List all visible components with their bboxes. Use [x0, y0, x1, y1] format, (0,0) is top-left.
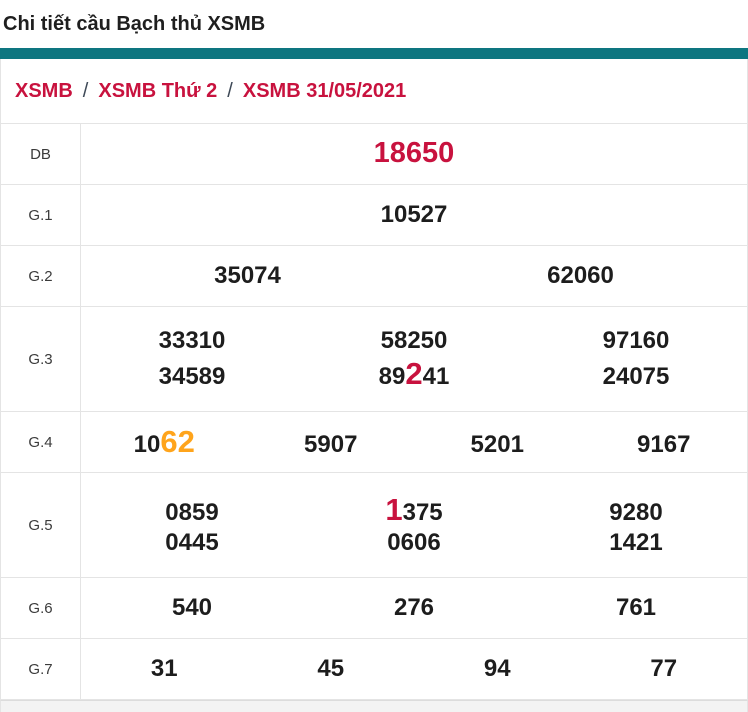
prize-label: G.7 — [1, 639, 81, 699]
prize-number: 77 — [650, 654, 678, 682]
breadcrumb-link[interactable]: XSMB — [15, 79, 73, 102]
prize-number: 58250 — [380, 326, 448, 354]
results-table: DB 18650 G.1 10527 G.2 35074 62060 G.3 33310 5825… — [1, 124, 747, 700]
prize-number: 89241 — [378, 356, 450, 391]
prize-number: 9280 — [609, 498, 663, 526]
prize-number: 0606 — [387, 529, 441, 556]
table-row: G.5 0859 1375 9280 0445 0606 1421 — [1, 473, 747, 578]
prize-number: 1375 — [385, 491, 443, 527]
prize-number: 24075 — [602, 363, 670, 390]
table-row: G.2 35074 62060 — [1, 246, 747, 307]
prize-number: 45 — [317, 654, 345, 682]
breadcrumb-link[interactable]: XSMB Thứ 2 — [98, 79, 218, 102]
prize-number: 0445 — [165, 529, 219, 556]
prize-number: 5201 — [470, 430, 524, 458]
prize-number: 5907 — [304, 430, 358, 458]
prize-number: 31 — [150, 654, 178, 682]
table-row: G.6 540 276 761 — [1, 578, 747, 639]
page-title: Chi tiết cầu Bạch thủ XSMB — [3, 13, 266, 35]
table-row: G.4 1062 5907 5201 9167 — [1, 412, 747, 473]
prize-number: 1421 — [609, 529, 663, 556]
prize-label: G.6 — [1, 578, 81, 638]
prize-label: G.3 — [1, 307, 81, 411]
table-row: G.7 31 45 94 77 — [1, 639, 747, 700]
content-panel: XSMB / XSMB Thứ 2 / XSMB 31/05/2021 DB 18650 G… — [0, 59, 748, 700]
prize-number: 761 — [615, 593, 657, 621]
breadcrumb-link[interactable]: XSMB 31/05/2021 — [242, 79, 407, 102]
prize-label: G.2 — [1, 246, 81, 306]
prize-number: 1062 — [133, 423, 195, 459]
table-row: G.1 10527 — [1, 185, 747, 246]
prize-number: 94 — [483, 654, 511, 682]
prize-number: 97160 — [602, 326, 670, 354]
prize-label: DB — [1, 124, 81, 184]
prize-number: 10527 — [380, 200, 448, 228]
table-row: G.3 33310 58250 97160 34589 89241 24075 — [1, 307, 747, 412]
table-row: DB 18650 — [1, 124, 747, 185]
prize-label: G.5 — [1, 473, 81, 577]
breadcrumb-separator: / — [227, 79, 233, 102]
teal-divider — [0, 48, 748, 59]
prize-number: 9167 — [637, 430, 691, 458]
breadcrumb-separator: / — [82, 79, 89, 102]
prize-number: 35074 — [214, 261, 281, 289]
prize-number: 276 — [393, 593, 435, 621]
prize-number: 18650 — [373, 137, 455, 170]
prize-number: 34589 — [158, 363, 226, 390]
prize-label: G.4 — [1, 412, 81, 472]
prize-number: 33310 — [158, 326, 226, 354]
prize-label: G.1 — [1, 185, 81, 245]
next-section-strip — [0, 700, 748, 712]
breadcrumb: XSMB / XSMB Thứ 2 / XSMB 31/05/2021 — [1, 59, 747, 124]
prize-number: 0859 — [165, 498, 219, 526]
prize-number: 540 — [171, 593, 213, 621]
prize-number: 62060 — [547, 261, 614, 289]
